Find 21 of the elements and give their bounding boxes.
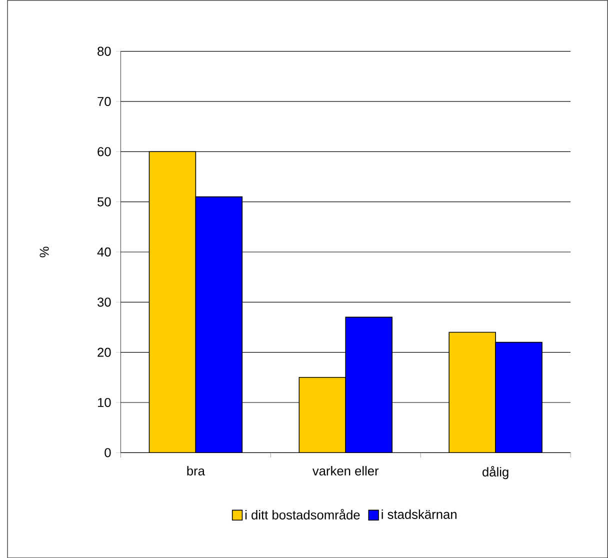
y-tick-label: 40 — [97, 247, 111, 256]
bar — [448, 332, 496, 452]
bar — [298, 376, 346, 452]
y-tick-label: 30 — [98, 297, 111, 307]
bar — [495, 342, 542, 452]
legend-label: i ditt bostadsområde — [245, 508, 360, 520]
x-tick-label: dålig — [482, 466, 508, 479]
x-tick-label: varken eller — [312, 466, 379, 476]
y-tick-label: 0 — [104, 448, 111, 458]
x-tick-label: bra — [187, 466, 205, 476]
bar — [148, 151, 196, 452]
y-tick-label: 20 — [98, 348, 111, 357]
y-tick-label: 50 — [98, 197, 111, 206]
y-tick-label: 70 — [98, 96, 111, 106]
bar — [345, 316, 392, 452]
y-tick-label: 60 — [98, 146, 111, 156]
y-tick-label: 80 — [98, 46, 111, 56]
y-tick-label: 10 — [98, 398, 111, 407]
legend-label: i stadskärnan — [382, 509, 456, 519]
y-axis-title: % — [40, 246, 49, 258]
bar — [195, 196, 243, 452]
